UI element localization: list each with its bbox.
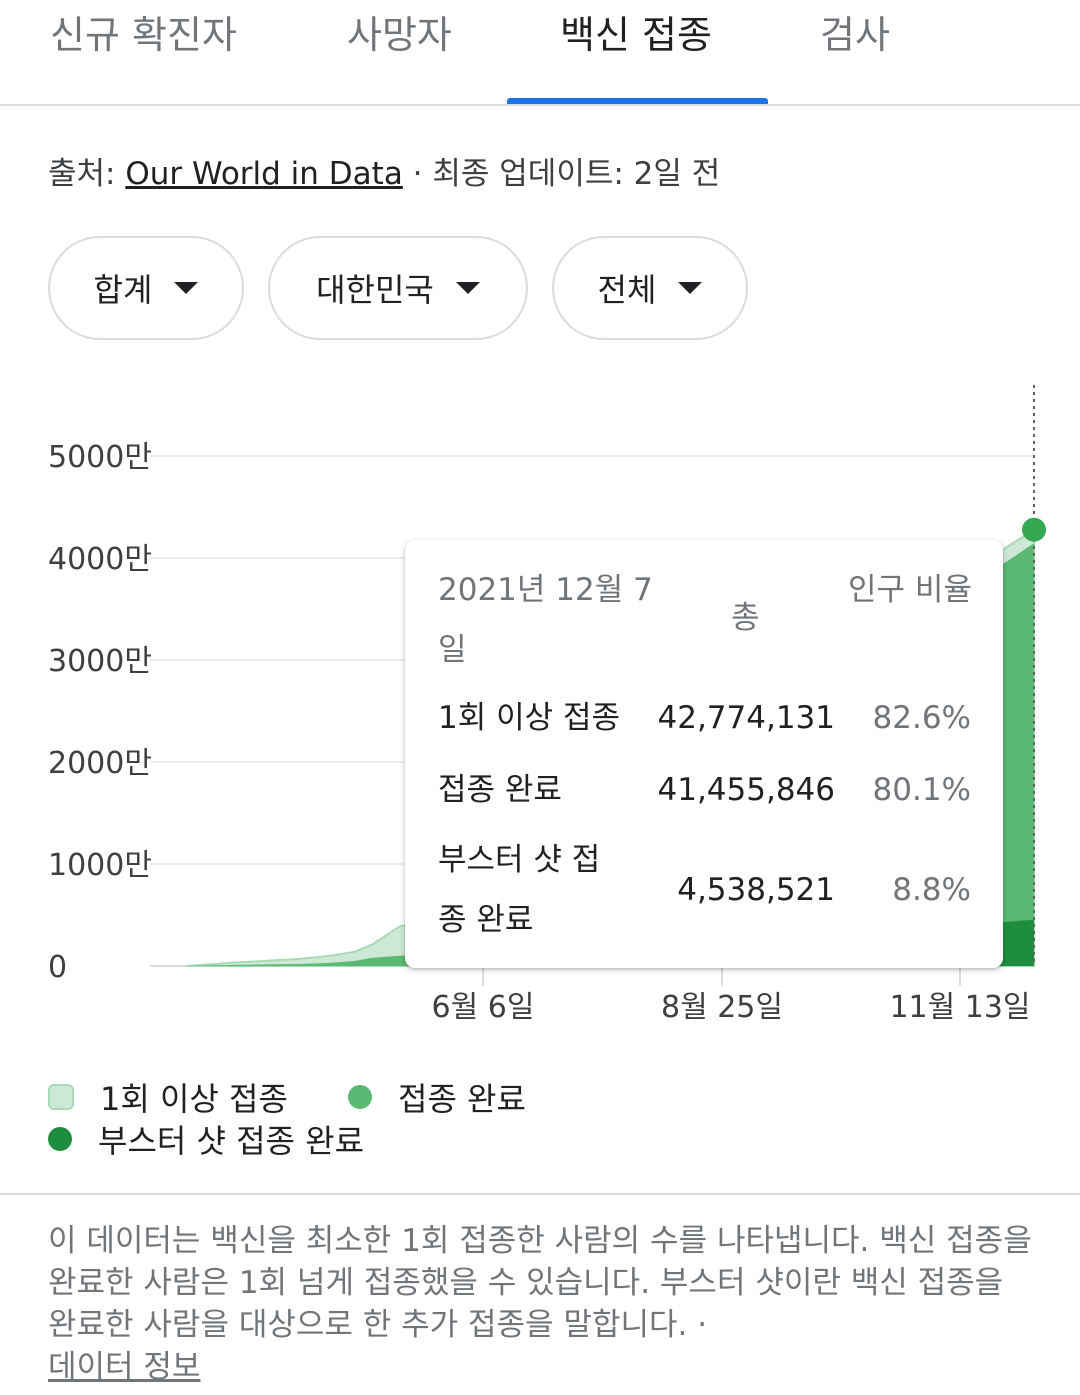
dropdown-arrow-icon (455, 282, 480, 294)
tooltip-row-percent: 8.8% (892, 872, 971, 908)
legend-first-dose: 1회 이상 접종 (48, 1074, 288, 1120)
region-filter-label: 대한민국 (316, 271, 434, 309)
x-axis-ticks: 6월 6일 8월 25일 11월 13일 (432, 966, 1031, 1025)
tooltip-row-total: 42,774,131 (657, 700, 836, 736)
chart-tooltip: 2021년 12월 7일 총 인구 비율 1회 이상 접종 42,774,131… (405, 540, 1003, 968)
tooltip-row-total: 41,455,846 (657, 772, 836, 808)
x-tick-label: 11월 13일 (889, 990, 1030, 1025)
dropdown-arrow-icon (174, 282, 199, 294)
tooltip-header-total: 총 (731, 600, 760, 636)
period-filter-chip[interactable]: 전체 (552, 236, 748, 340)
tooltip-header-percent: 인구 비율 (848, 572, 972, 608)
tab-deaths[interactable]: 사망자 (347, 13, 452, 57)
last-updated: · 최종 업데이트: 2일 전 (402, 156, 721, 192)
description-text: 이 데이터는 백신을 최소한 1회 접종한 사람의 수를 나타냅니다. 백신 접… (48, 1223, 1032, 1343)
metric-filter-chip[interactable]: 합계 (48, 236, 244, 340)
source-link[interactable]: Our World in Data (125, 156, 403, 192)
y-tick-label: 2000만 (48, 746, 152, 781)
tooltip-row-label: 접종 완료 (438, 772, 562, 808)
data-description: 이 데이터는 백신을 최소한 1회 접종한 사람의 수를 나타냅니다. 백신 접… (48, 1220, 1038, 1388)
source-line: 출처: Our World in Data · 최종 업데이트: 2일 전 (48, 148, 720, 193)
dropdown-arrow-icon (678, 282, 703, 294)
tab-vaccination[interactable]: 백신 접종 (560, 13, 712, 57)
data-info-link[interactable]: 데이터 정보 (48, 1349, 201, 1385)
x-tick-label: 8월 25일 (661, 990, 783, 1025)
legend-swatch (48, 1127, 72, 1151)
legend-swatch (348, 1085, 372, 1109)
active-tab-indicator (507, 98, 768, 104)
y-tick-label: 5000만 (48, 440, 152, 475)
hover-point (1022, 517, 1046, 542)
tooltip-date: 2021년 12월 7일 (438, 572, 653, 668)
y-axis-ticks: 5000만 4000만 3000만 2000만 1000만 0 (48, 440, 152, 985)
divider (0, 1193, 1080, 1195)
legend-label: 접종 완료 (398, 1080, 526, 1118)
legend-booster: 부스터 샷 접종 완료 (48, 1116, 364, 1162)
y-tick-label: 1000만 (48, 848, 152, 883)
tooltip-row-total: 4,538,521 (677, 872, 835, 908)
separator-dot: · (697, 1307, 708, 1343)
legend-label: 1회 이상 접종 (100, 1080, 288, 1118)
legend-label: 부스터 샷 접종 완료 (98, 1122, 365, 1160)
tab-tests[interactable]: 검사 (820, 13, 890, 57)
y-tick-label: 3000만 (48, 644, 152, 679)
region-filter-chip[interactable]: 대한민국 (268, 236, 528, 340)
y-tick-label: 4000만 (48, 542, 152, 577)
y-tick-label: 0 (48, 950, 67, 985)
tooltip-row-label: 1회 이상 접종 (438, 700, 621, 736)
tooltip-row-label: 부스터 샷 접종 완료 (438, 842, 601, 938)
legend-fully-vaccinated: 접종 완료 (348, 1074, 526, 1120)
legend-swatch (48, 1084, 74, 1110)
source-prefix: 출처: (48, 156, 126, 192)
tooltip-row-percent: 82.6% (872, 700, 971, 736)
x-tick-label: 6월 6일 (432, 990, 535, 1025)
tab-bar: 신규 확진자 사망자 백신 접종 검사 (0, 0, 1080, 106)
tooltip-row-percent: 80.1% (872, 772, 971, 808)
metric-filter-label: 합계 (93, 271, 153, 309)
tab-new-cases[interactable]: 신규 확진자 (50, 13, 237, 57)
period-filter-label: 전체 (597, 271, 657, 309)
